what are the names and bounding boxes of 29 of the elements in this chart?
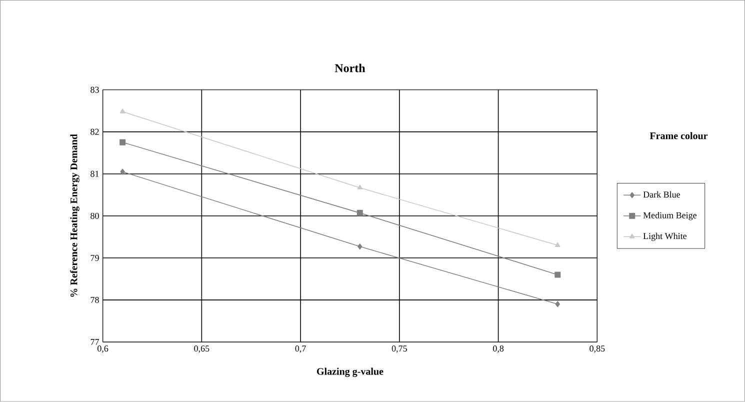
y-tick-label: 77 xyxy=(90,339,99,346)
point xyxy=(357,184,363,190)
x-tick-label: 0,7 xyxy=(295,346,306,354)
x-tick-label: 0,6 xyxy=(98,346,108,354)
y-tick-label: 83 xyxy=(90,86,99,93)
point xyxy=(358,244,362,250)
y-tick-label: 80 xyxy=(90,212,99,220)
point xyxy=(120,168,125,175)
legend-label: Dark Blue xyxy=(643,191,680,198)
point xyxy=(120,139,126,146)
x-tick-label: 0,8 xyxy=(493,346,504,354)
chart-title: North xyxy=(334,64,366,72)
y-tick-label: 81 xyxy=(90,170,99,178)
y-tick-label: 79 xyxy=(90,255,99,262)
x-tick-label: 0,65 xyxy=(194,346,210,354)
point xyxy=(120,108,126,114)
legend-title: Frame colour xyxy=(650,132,708,140)
y-axis-title: % Reference Heating Energy Demand xyxy=(70,134,80,297)
y-tick-label: 78 xyxy=(90,297,99,304)
point xyxy=(554,272,561,278)
point xyxy=(554,242,560,248)
x-tick-label: 0,85 xyxy=(590,346,605,354)
legend-label: Light White xyxy=(643,232,687,242)
point xyxy=(356,210,363,216)
point xyxy=(555,301,560,308)
x-axis-title: Glazing g-value xyxy=(316,368,384,378)
y-tick-label: 82 xyxy=(90,128,99,135)
x-tick-label: 0,75 xyxy=(392,346,407,354)
legend-label: Medium Beige xyxy=(643,212,697,220)
